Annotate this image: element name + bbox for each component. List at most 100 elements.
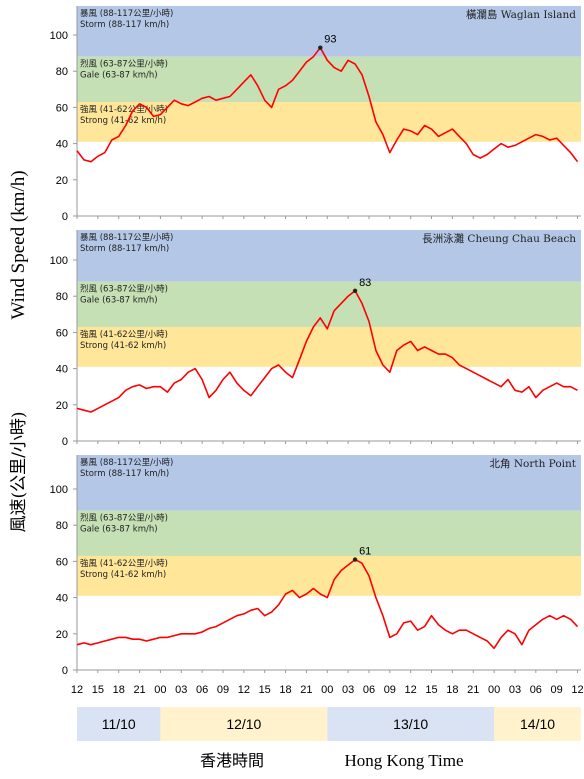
x-tick-label: 09 bbox=[384, 684, 396, 696]
y-tick-label: 100 bbox=[50, 255, 68, 267]
y-tick-label: 100 bbox=[50, 484, 68, 496]
date-label: 11/10 bbox=[102, 716, 136, 732]
x-axis-ticks: 12 15 18 21 00 03 06 09 12 15 18 21 00 03 06 09 12 15 18 21… bbox=[71, 684, 584, 696]
x-tick-label: 21 bbox=[467, 684, 479, 696]
x-tick-label: 09 bbox=[551, 684, 563, 696]
y-tick-label: 80 bbox=[56, 66, 68, 78]
peak-point bbox=[318, 45, 323, 50]
x-tick-label: 18 bbox=[446, 684, 458, 696]
strong-band bbox=[77, 101, 581, 142]
station-name: 橫瀾島 Waglan Island bbox=[466, 8, 576, 21]
x-tick-label: 15 bbox=[92, 684, 104, 696]
strong-band-label-en: Strong (41-62 km/h) bbox=[80, 116, 166, 126]
strong-band-label-zh: 強風 (41-62公里/小時) bbox=[80, 558, 168, 569]
y-tick-label: 60 bbox=[56, 102, 68, 114]
storm-band-label-zh: 暴風 (88-117公里/小時) bbox=[80, 8, 173, 19]
x-tick-label: 09 bbox=[217, 684, 229, 696]
strong-band bbox=[77, 326, 581, 367]
panel-1: 暴風 (88-117公里/小時)Storm (88-117 km/h) 烈風 (6… bbox=[50, 6, 581, 223]
panel-2: 暴風 (88-117公里/小時)Storm (88-117 km/h) 烈風 (6… bbox=[50, 230, 581, 448]
strong-band-label-en: Strong (41-62 km/h) bbox=[80, 570, 166, 580]
storm-band bbox=[77, 230, 581, 282]
y-tick-label: 0 bbox=[62, 211, 68, 223]
y-tick-label: 60 bbox=[56, 327, 68, 339]
x-tick-label: 21 bbox=[133, 684, 145, 696]
gale-band-label-en: Gale (63-87 km/h) bbox=[80, 296, 158, 306]
storm-band bbox=[77, 455, 581, 511]
wind-speed-line bbox=[76, 558, 579, 650]
date-cell bbox=[160, 707, 328, 741]
peak-point bbox=[352, 288, 358, 293]
y-tick-label: 80 bbox=[56, 520, 68, 532]
gale-band-label-zh: 烈風 (63-87公里/小時) bbox=[80, 513, 168, 524]
x-tick-label: 03 bbox=[342, 684, 354, 696]
gale-band bbox=[77, 510, 581, 556]
date-label: 13/10 bbox=[393, 716, 428, 732]
peak-label: 61 bbox=[359, 546, 371, 558]
y-tick-label: 80 bbox=[56, 291, 68, 303]
peak-label: 83 bbox=[359, 277, 371, 289]
x-tick-label: 12 bbox=[71, 684, 83, 696]
storm-band bbox=[77, 6, 581, 57]
date-label: 12/10 bbox=[226, 716, 261, 732]
date-cell bbox=[494, 707, 581, 741]
storm-band-label-en: Storm (88-117 km/h) bbox=[80, 20, 169, 30]
panels: 暴風 (88-117公里/小時)Storm (88-117 km/h)烈風 (6… bbox=[50, 6, 581, 677]
x-tick-label: 15 bbox=[259, 684, 271, 696]
x-tick-label: 06 bbox=[196, 684, 208, 696]
gale-band-label-zh: 烈風 (63-87公里/小時) bbox=[80, 284, 168, 295]
peak-point bbox=[352, 557, 358, 562]
storm-band-label-zh: 暴風 (88-117公里/小時) bbox=[80, 232, 173, 243]
panel-3: 暴風 (88-117公里/小時)Storm (88-117 km/h) 烈風 (6… bbox=[50, 455, 581, 677]
x-tick-label: 00 bbox=[154, 684, 166, 696]
date-bar: 11/10 12/10 13/10 14/10 bbox=[77, 707, 581, 741]
station-name: 北角 North Point bbox=[490, 458, 577, 470]
wind-speed-line bbox=[76, 290, 578, 413]
y-axis-label-en: Wind Speed (km/h) bbox=[8, 170, 29, 319]
x-axis-label-zh: 香港時間 bbox=[200, 751, 264, 770]
y-tick-label: 40 bbox=[56, 364, 68, 376]
x-tick-label: 12 bbox=[405, 684, 417, 696]
x-tick-label: 06 bbox=[530, 684, 542, 696]
strong-band-label-zh: 強風 (41-62公里/小時) bbox=[80, 104, 168, 115]
y-tick-label: 100 bbox=[50, 30, 68, 42]
date-cell bbox=[327, 707, 495, 741]
wind-speed-line bbox=[76, 46, 579, 163]
storm-band-label-zh: 暴風 (88-117公里/小時) bbox=[80, 457, 173, 468]
date-cell bbox=[77, 707, 161, 741]
x-tick-label: 21 bbox=[300, 684, 312, 696]
storm-band-label-en: Storm (88-117 km/h) bbox=[80, 469, 169, 479]
strong-band bbox=[77, 555, 581, 596]
strong-band-label-en: Strong (41-62 km/h) bbox=[80, 341, 166, 351]
y-tick-label: 40 bbox=[56, 593, 68, 605]
y-tick-label: 20 bbox=[56, 400, 68, 412]
gale-band-label-en: Gale (63-87 km/h) bbox=[80, 525, 158, 535]
storm-band-label-en: Storm (88-117 km/h) bbox=[80, 244, 169, 254]
y-tick-label: 40 bbox=[56, 139, 68, 151]
x-tick-label: 03 bbox=[509, 684, 521, 696]
y-tick-label: 20 bbox=[56, 629, 68, 641]
x-tick-label: 12 bbox=[571, 684, 583, 696]
x-tick-label: 18 bbox=[279, 684, 291, 696]
y-tick-label: 0 bbox=[62, 665, 68, 677]
gale-band-label-zh: 烈風 (63-87公里/小時) bbox=[80, 59, 168, 70]
x-tick-label: 12 bbox=[238, 684, 250, 696]
y-axis-label-zh: 風速(公里/小時) bbox=[9, 412, 29, 533]
x-tick-label: 03 bbox=[175, 684, 187, 696]
x-axis-label-en: Hong Kong Time bbox=[344, 751, 463, 770]
x-tick-label: 00 bbox=[488, 684, 500, 696]
gale-band bbox=[77, 56, 581, 102]
gale-band-label-en: Gale (63-87 km/h) bbox=[80, 71, 158, 81]
peak-label: 93 bbox=[324, 34, 336, 46]
y-tick-label: 60 bbox=[56, 556, 68, 568]
x-tick-label: 18 bbox=[113, 684, 125, 696]
y-tick-label: 20 bbox=[56, 175, 68, 187]
x-tick-label: 00 bbox=[321, 684, 333, 696]
gale-band bbox=[77, 281, 581, 327]
y-tick-label: 0 bbox=[62, 436, 68, 448]
date-label: 14/10 bbox=[520, 716, 555, 732]
x-tick-label: 15 bbox=[425, 684, 437, 696]
x-tick-label: 06 bbox=[363, 684, 375, 696]
strong-band-label-zh: 強風 (41-62公里/小時) bbox=[80, 329, 168, 340]
